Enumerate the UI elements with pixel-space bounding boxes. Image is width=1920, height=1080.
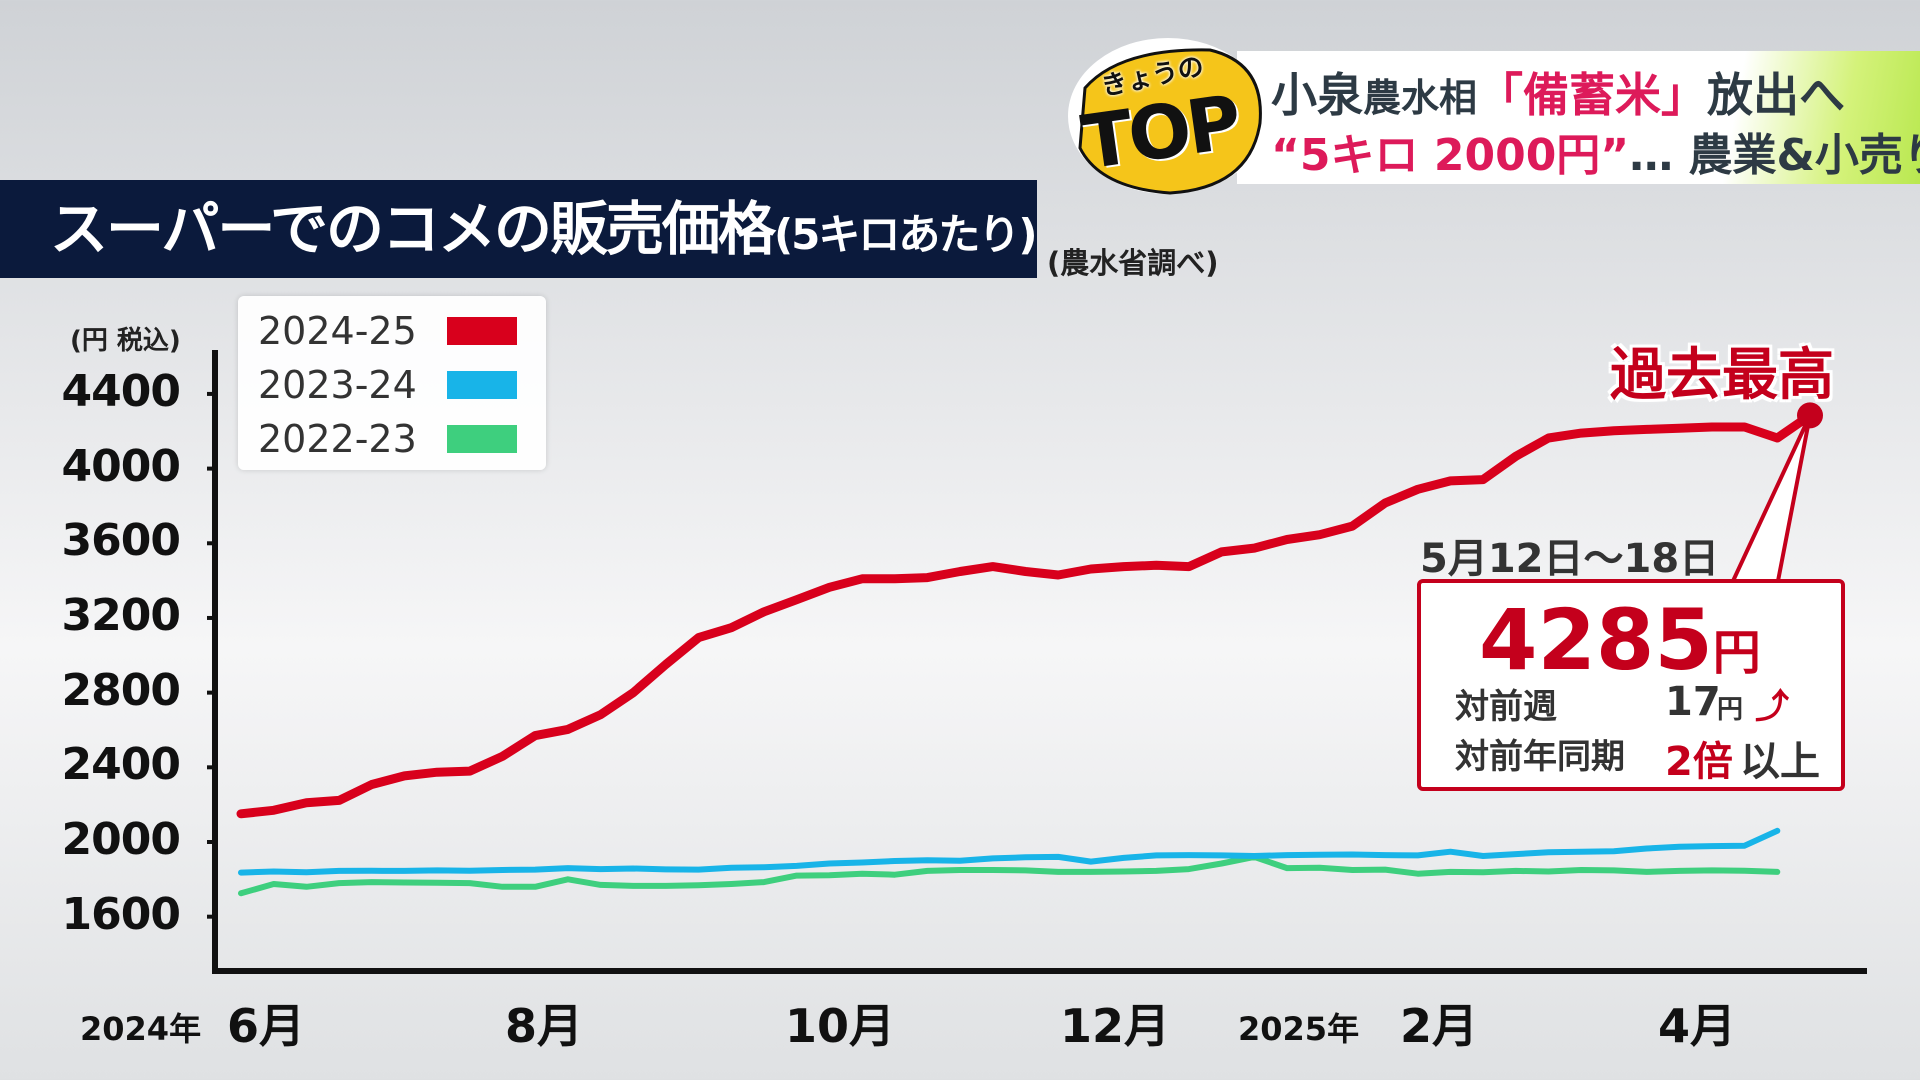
y-axis-unit: (円 税込) bbox=[70, 326, 181, 356]
price-value: 4285 bbox=[1479, 591, 1713, 689]
legend: 2024-25 2023-24 2022-23 bbox=[238, 296, 546, 470]
x-tick-label: 2月 bbox=[1400, 999, 1479, 1053]
headline-highlight: 「備蓄米」 bbox=[1477, 68, 1708, 122]
wow-value: 17 bbox=[1665, 679, 1721, 725]
legend-label: 2024-25 bbox=[258, 309, 417, 353]
headline-text: 小泉 bbox=[1271, 68, 1363, 122]
chart-title: スーパーでのコメの販売価格(5キロあたり) bbox=[0, 180, 1038, 278]
legend-label: 2022-23 bbox=[258, 417, 417, 461]
legend-item: 2023-24 bbox=[258, 360, 517, 410]
yoy-label: 対前年同期 bbox=[1455, 737, 1625, 777]
legend-swatch bbox=[446, 425, 517, 453]
headline-highlight: “5キロ 2000円” bbox=[1271, 130, 1630, 181]
x-tick-label: 10月 bbox=[785, 999, 896, 1053]
x-tick-label: 12月 bbox=[1060, 999, 1171, 1053]
x-tick-year: 2024年 bbox=[80, 1010, 202, 1048]
top-badge-icon bbox=[1068, 38, 1268, 195]
y-tick-label: 1600 bbox=[61, 888, 181, 940]
record-high-label: 過去最高 bbox=[1610, 343, 1834, 408]
chart-title-sub: (5キロあたり) bbox=[773, 210, 1038, 259]
y-tick-label: 2000 bbox=[61, 814, 181, 865]
legend-swatch bbox=[446, 371, 517, 399]
y-tick-label: 2800 bbox=[61, 664, 181, 716]
y-tick-label: 3200 bbox=[61, 589, 181, 641]
x-tick-label: 4月 bbox=[1658, 999, 1737, 1053]
headline-text: 放出へ bbox=[1707, 68, 1846, 122]
y-tick-label: 3600 bbox=[61, 515, 181, 567]
legend-item: 2022-23 bbox=[258, 414, 517, 464]
y-tick-label: 2400 bbox=[61, 739, 181, 791]
headline-line-2: “5キロ 2000円”… 農業&小売りは bbox=[1271, 119, 1920, 183]
latest-price: 4285円 bbox=[1479, 591, 1761, 689]
series-line-2022-23 bbox=[238, 853, 1781, 897]
x-tick-label: 6月 bbox=[227, 999, 306, 1053]
legend-label: 2023-24 bbox=[258, 363, 417, 407]
headline-text: … 農業&小売りは bbox=[1629, 130, 1920, 181]
source-note: (農水省調べ) bbox=[1047, 246, 1219, 280]
headline-line-1: 小泉農水相「備蓄米」放出へ bbox=[1271, 59, 1845, 125]
legend-swatch bbox=[446, 317, 517, 345]
top-logo: きょうの TOP bbox=[1060, 28, 1270, 198]
chart-title-main: スーパーでのコメの販売価格 bbox=[50, 195, 776, 263]
week-over-week-row: 対前週 17 円 ⤴ bbox=[1455, 679, 1789, 728]
up-arrow-icon: ⤴ bbox=[1755, 687, 1789, 727]
series-line-2024-25 bbox=[236, 410, 1815, 819]
y-tick-label: 4400 bbox=[61, 365, 181, 417]
wow-label: 対前週 bbox=[1455, 687, 1557, 727]
period-label: 5月12日〜18日 bbox=[1420, 536, 1720, 582]
wow-unit: 円 bbox=[1717, 695, 1744, 725]
y-tick-label: 4000 bbox=[61, 440, 181, 492]
legend-item: 2024-25 bbox=[258, 306, 517, 356]
year-over-year-row: 対前年同期 2倍 以上 bbox=[1455, 729, 1820, 785]
series-line-2023-24 bbox=[238, 827, 1781, 876]
x-tick-year: 2025年 bbox=[1238, 1010, 1360, 1048]
price-unit: 円 bbox=[1712, 625, 1761, 681]
headline-banner: 小泉農水相「備蓄米」放出へ “5キロ 2000円”… 農業&小売りは bbox=[1237, 51, 1920, 184]
headline-text: 農水相 bbox=[1363, 76, 1478, 120]
price-callout: 4285円 対前週 17 円 ⤴ 対前年同期 2倍 以上 bbox=[1417, 579, 1845, 791]
latest-data-point bbox=[1797, 402, 1823, 429]
x-tick-label: 8月 bbox=[505, 999, 584, 1053]
yoy-value: 2倍 bbox=[1665, 739, 1733, 785]
yoy-suffix: 以上 bbox=[1740, 739, 1820, 785]
